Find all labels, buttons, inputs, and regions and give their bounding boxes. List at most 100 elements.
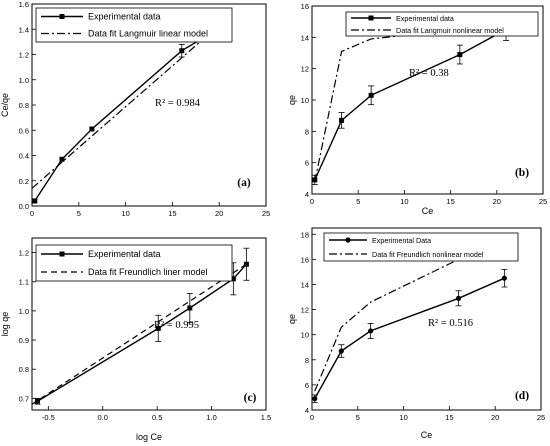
- legend-marker: [59, 14, 65, 19]
- panel-c: -0.5 0.0 0.5 1.0 1.5 0.7 0.8 0.9 1.0 1.1 1.2 log qe…: [0, 237, 271, 442]
- x-tick-label: 15: [168, 209, 176, 218]
- legend-entry: Data fit Langmuir linear model: [88, 29, 208, 39]
- x-axis-label: Ce: [421, 430, 433, 440]
- y-tick-label: 1.2: [19, 249, 29, 258]
- data-point: [243, 261, 249, 267]
- legend: Experimental data Data fit Langmuir linea…: [35, 7, 233, 43]
- y-tick-label: 12: [301, 65, 309, 74]
- x-tick-label: 25: [262, 209, 270, 218]
- data-point: [179, 48, 185, 54]
- data-point: [501, 275, 507, 281]
- y-tick-label: 1.0: [19, 76, 29, 85]
- y-tick-label: 16: [301, 2, 309, 11]
- x-tick-label: 10: [400, 197, 408, 206]
- x-tick-label: 5: [77, 209, 81, 218]
- x-tick-label: 1.0: [206, 413, 216, 422]
- legend-entry: Experimental data: [88, 12, 161, 22]
- y-axis-label: log qe: [0, 312, 10, 337]
- legend: Experimental data Data fit Freundlich lin…: [35, 244, 233, 282]
- series-line: [31, 14, 231, 189]
- y-tick-label: 0.0: [19, 202, 29, 211]
- data-point: [59, 156, 65, 162]
- data-point: [368, 92, 374, 98]
- x-tick-label: 15: [445, 413, 453, 422]
- x-tick-label: 10: [399, 413, 407, 422]
- legend-box: [345, 11, 539, 37]
- x-tick-label: 20: [493, 197, 501, 206]
- series-1: [311, 18, 510, 186]
- y-tick-label: 18: [301, 230, 309, 239]
- panel-a: 0 5 10 15 20 25 0.0 0.2 0.4 0.6 0.8 1.0 1.2 1.4 1.6 Ce/…: [0, 0, 270, 218]
- data-point: [187, 305, 193, 311]
- y-tick-label: 0.4: [19, 152, 29, 161]
- y-tick-label: 0.9: [19, 336, 29, 345]
- y-tick-label: 6: [305, 381, 309, 390]
- series-line: [314, 27, 507, 182]
- series-2: [31, 14, 231, 189]
- legend-entry: Data fit Langmuir nonlinear model: [396, 26, 504, 35]
- series-2: [31, 263, 247, 405]
- y-tick-label: 0.8: [19, 101, 29, 110]
- y-tick-label: 1.1: [19, 278, 29, 287]
- data-point: [32, 198, 38, 204]
- y-axis-label: Ce/qe: [0, 93, 10, 117]
- y-tick-label: 4: [305, 406, 309, 415]
- y-tick-label: 10: [301, 331, 309, 340]
- legend-entry: Data fit Freundlich liner model: [88, 267, 208, 277]
- x-tick-label: 0: [30, 209, 34, 218]
- data-point: [457, 52, 463, 58]
- y-tick-label: 16: [301, 255, 309, 264]
- x-tick-label: 0.5: [152, 413, 162, 422]
- y-tick-label: 0.7: [19, 394, 29, 403]
- y-tick-label: 14: [301, 280, 309, 289]
- y-tick-label: 14: [301, 33, 309, 42]
- data-point: [455, 295, 462, 301]
- panel-label: (b): [515, 167, 529, 179]
- x-axis-label: Ce: [422, 206, 434, 216]
- series-1: [34, 247, 250, 405]
- x-tick-label: 15: [446, 197, 454, 206]
- x-tick-label: 25: [537, 413, 545, 422]
- x-tick-label: 10: [121, 209, 129, 218]
- panel-label: (a): [237, 177, 251, 189]
- panel-d: 0 5 10 15 20 25 4 6 8 10 12 14 16 18 qe Ce Experimental …: [287, 227, 545, 440]
- y-tick-label: 8: [305, 127, 309, 136]
- data-point: [368, 328, 374, 334]
- y-tick-label: 1.6: [19, 0, 29, 9]
- y-tick-label: 1.0: [19, 307, 29, 316]
- legend-box: [323, 232, 519, 262]
- x-tick-label: 1.5: [261, 413, 271, 422]
- legend-entry: Experimental data: [396, 14, 454, 23]
- data-point: [339, 117, 345, 123]
- series-1: [32, 14, 232, 204]
- x-tick-label: -0.5: [42, 413, 55, 422]
- r-squared-annotation: R² = 0.995: [154, 320, 199, 331]
- series-line: [34, 22, 229, 202]
- legend: Experimental data Data fit Langmuir nonli…: [345, 11, 539, 37]
- data-point: [338, 348, 344, 354]
- legend-box: [35, 7, 233, 43]
- panel-b: 0 5 10 15 20 25 4 6 8 10 12 14 16 qe Ce Experimental da…: [287, 2, 547, 216]
- x-tick-label: 20: [491, 413, 499, 422]
- y-tick-label: 12: [301, 306, 309, 315]
- legend-entry: Data fit Freundlich nonlinear model: [372, 250, 484, 259]
- data-point: [155, 325, 161, 331]
- x-tick-label: 5: [356, 197, 360, 206]
- y-tick-label: 8: [305, 356, 309, 365]
- data-point: [89, 126, 95, 132]
- plot-frame: [311, 227, 542, 411]
- x-tick-label: 25: [539, 197, 547, 206]
- data-point: [34, 398, 40, 404]
- y-axis-label: qe: [287, 95, 297, 105]
- panel-label: (c): [244, 392, 257, 404]
- series-2: [314, 245, 505, 392]
- legend-box: [35, 244, 233, 282]
- series-1: [311, 269, 508, 403]
- y-tick-label: 1.4: [19, 25, 29, 34]
- series-line: [31, 263, 247, 405]
- r-squared-annotation: R² = 0.516: [428, 318, 473, 329]
- data-point: [312, 396, 318, 402]
- legend: Experimental Data Data fit Freundlich non…: [323, 232, 519, 262]
- x-tick-label: 0: [310, 413, 314, 422]
